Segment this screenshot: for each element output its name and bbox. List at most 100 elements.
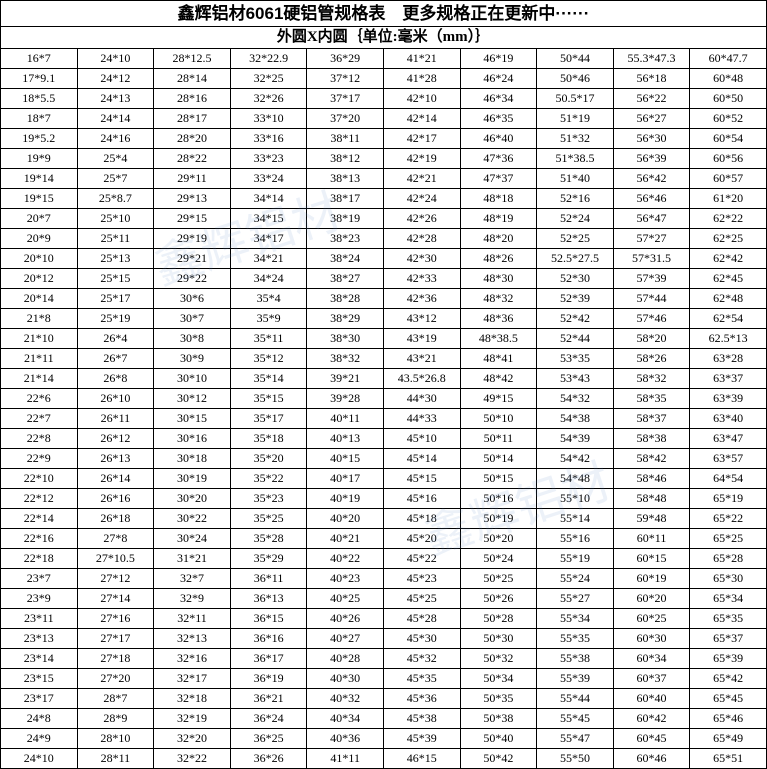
spec-cell: 55.3*47.3 — [613, 49, 690, 69]
spec-cell: 50*19 — [460, 509, 537, 529]
spec-cell: 48*30 — [460, 269, 537, 289]
spec-cell: 65*51 — [690, 749, 767, 769]
table-row: 23*927*1432*936*1340*2545*2550*2655*2760… — [1, 589, 767, 609]
spec-cell: 46*34 — [460, 89, 537, 109]
spec-cell: 25*19 — [77, 309, 154, 329]
spec-cell: 50*32 — [460, 649, 537, 669]
table-row: 22*726*1130*1535*1740*1144*3350*1054*385… — [1, 409, 767, 429]
table-row: 23*1728*732*1836*2140*3245*3650*3555*446… — [1, 689, 767, 709]
title-row: 鑫辉铝材6061硬铝管规格表 更多规格正在更新中······ — [1, 1, 767, 27]
spec-cell: 57*27 — [613, 229, 690, 249]
spec-cell: 30*7 — [154, 309, 231, 329]
spec-cell: 20*14 — [1, 289, 78, 309]
spec-cell: 56*42 — [613, 169, 690, 189]
spec-cell: 65*30 — [690, 569, 767, 589]
spec-cell: 35*18 — [230, 429, 307, 449]
spec-cell: 50*42 — [460, 749, 537, 769]
spec-cell: 56*18 — [613, 69, 690, 89]
spec-cell: 27*10.5 — [77, 549, 154, 569]
spec-cell: 65*19 — [690, 489, 767, 509]
spec-cell: 54*48 — [537, 469, 614, 489]
spec-cell: 21*14 — [1, 369, 78, 389]
spec-cell: 60*30 — [613, 629, 690, 649]
spec-cell: 58*26 — [613, 349, 690, 369]
spec-cell: 48*18 — [460, 189, 537, 209]
spec-cell: 63*39 — [690, 389, 767, 409]
spec-cell: 60*25 — [613, 609, 690, 629]
spec-cell: 25*17 — [77, 289, 154, 309]
spec-cell: 23*17 — [1, 689, 78, 709]
spec-cell: 37*12 — [307, 69, 384, 89]
spec-cell: 54*39 — [537, 429, 614, 449]
spec-cell: 40*11 — [307, 409, 384, 429]
spec-cell: 45*35 — [383, 669, 460, 689]
spec-cell: 45*16 — [383, 489, 460, 509]
spec-cell: 24*9 — [1, 729, 78, 749]
spec-cell: 50*14 — [460, 449, 537, 469]
spec-cell: 50*15 — [460, 469, 537, 489]
spec-cell: 45*10 — [383, 429, 460, 449]
table-row: 22*826*1230*1635*1840*1345*1050*1154*395… — [1, 429, 767, 449]
spec-cell: 55*38 — [537, 649, 614, 669]
spec-cell: 44*33 — [383, 409, 460, 429]
spec-cell: 22*8 — [1, 429, 78, 449]
spec-cell: 57*31.5 — [613, 249, 690, 269]
spec-cell: 40*19 — [307, 489, 384, 509]
spec-cell: 23*7 — [1, 569, 78, 589]
spec-cell: 42*17 — [383, 129, 460, 149]
spec-cell: 58*35 — [613, 389, 690, 409]
spec-cell: 34*24 — [230, 269, 307, 289]
spec-cell: 63*40 — [690, 409, 767, 429]
table-row: 18*5.524*1328*1632*2637*1742*1046*3450.5… — [1, 89, 767, 109]
spec-cell: 62*42 — [690, 249, 767, 269]
spec-cell: 42*36 — [383, 289, 460, 309]
spec-cell: 36*16 — [230, 629, 307, 649]
spec-cell: 22*16 — [1, 529, 78, 549]
spec-cell: 34*14 — [230, 189, 307, 209]
spec-cell: 43*21 — [383, 349, 460, 369]
spec-cell: 46*19 — [460, 49, 537, 69]
spec-cell: 28*14 — [154, 69, 231, 89]
table-row: 21*1126*730*935*1238*3243*2148*4153*3558… — [1, 349, 767, 369]
spec-cell: 22*10 — [1, 469, 78, 489]
spec-cell: 21*10 — [1, 329, 78, 349]
spec-cell: 45*39 — [383, 729, 460, 749]
spec-cell: 29*13 — [154, 189, 231, 209]
spec-cell: 56*39 — [613, 149, 690, 169]
spec-cell: 58*46 — [613, 469, 690, 489]
spec-cell: 53*35 — [537, 349, 614, 369]
spec-cell: 52*39 — [537, 289, 614, 309]
spec-cell: 57*46 — [613, 309, 690, 329]
spec-cell: 29*19 — [154, 229, 231, 249]
spec-cell: 28*22 — [154, 149, 231, 169]
spec-cell: 28*12.5 — [154, 49, 231, 69]
spec-cell: 38*24 — [307, 249, 384, 269]
spec-cell: 28*17 — [154, 109, 231, 129]
spec-cell: 63*37 — [690, 369, 767, 389]
table-row: 23*727*1232*736*1140*2345*2350*2555*2460… — [1, 569, 767, 589]
spec-cell: 35*29 — [230, 549, 307, 569]
spec-cell: 63*28 — [690, 349, 767, 369]
spec-cell: 60*40 — [613, 689, 690, 709]
spec-cell: 22*18 — [1, 549, 78, 569]
spec-cell: 40*13 — [307, 429, 384, 449]
spec-cell: 60*54 — [690, 129, 767, 149]
spec-cell: 26*4 — [77, 329, 154, 349]
spec-cell: 41*21 — [383, 49, 460, 69]
spec-cell: 25*13 — [77, 249, 154, 269]
spec-cell: 32*26 — [230, 89, 307, 109]
spec-cell: 30*15 — [154, 409, 231, 429]
spec-cell: 26*8 — [77, 369, 154, 389]
spec-cell: 44*30 — [383, 389, 460, 409]
spec-cell: 19*9 — [1, 149, 78, 169]
spec-cell: 63*57 — [690, 449, 767, 469]
spec-cell: 42*24 — [383, 189, 460, 209]
spec-cell: 24*16 — [77, 129, 154, 149]
spec-cell: 58*37 — [613, 409, 690, 429]
spec-cell: 63*47 — [690, 429, 767, 449]
spec-cell: 28*9 — [77, 709, 154, 729]
spec-cell: 25*15 — [77, 269, 154, 289]
spec-cell: 26*13 — [77, 449, 154, 469]
spec-cell: 22*9 — [1, 449, 78, 469]
spec-cell: 45*18 — [383, 509, 460, 529]
